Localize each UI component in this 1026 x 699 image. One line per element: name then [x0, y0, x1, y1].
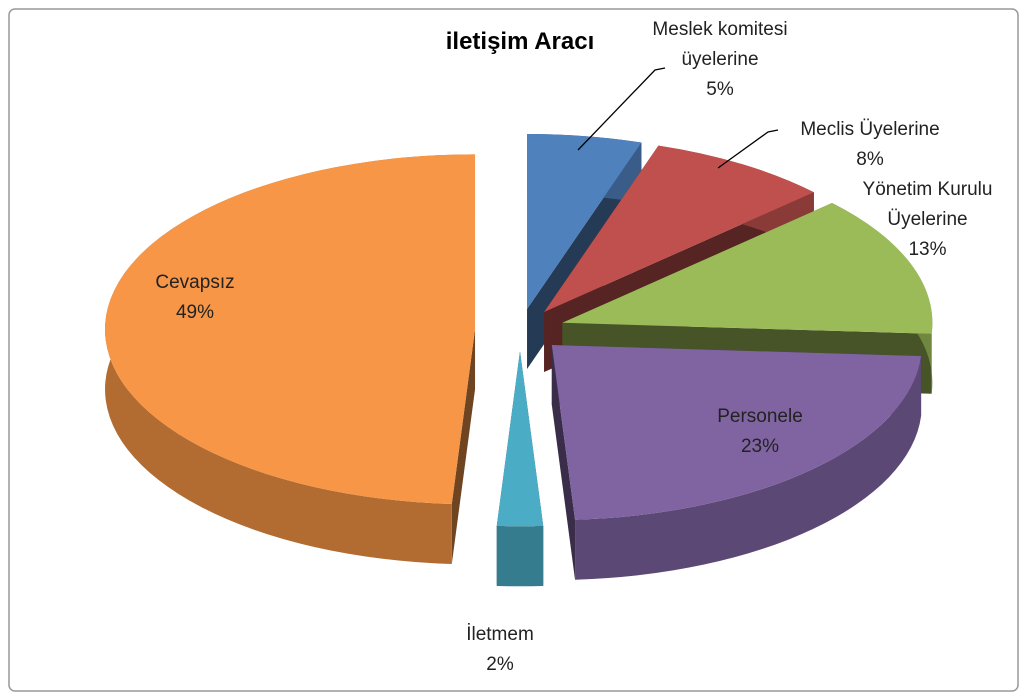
slice-label: Cevapsız 49%: [110, 268, 280, 328]
slice-label: Personele 23%: [660, 402, 860, 462]
pie: [105, 133, 933, 587]
value-label: 8%: [856, 149, 884, 170]
slice-top: [496, 351, 544, 527]
category-name: İletmem: [466, 624, 534, 645]
slice-wall: [496, 525, 544, 587]
slice: [496, 351, 544, 587]
leader-lines: [577, 67, 779, 169]
value-label: 23%: [740, 436, 780, 457]
slice-top: [527, 133, 642, 309]
slice-label: Yönetim Kurulu Üyelerine 13%: [835, 175, 1020, 265]
slice-side: [451, 329, 476, 564]
slice-top: [544, 145, 814, 313]
slice-top: [562, 202, 933, 334]
value-label: 49%: [175, 302, 215, 323]
slice: [105, 154, 476, 564]
category-name: Meclis Üyelerine: [800, 119, 940, 140]
value-label: 13%: [908, 239, 947, 260]
chart-title: iletişim Aracı: [445, 28, 595, 55]
slice-label: Meclis Üyelerine 8%: [770, 115, 970, 175]
value-label: 5%: [706, 79, 734, 100]
category-name: Personele: [717, 406, 803, 427]
slice: [551, 345, 922, 580]
category-name: Yönetim Kurulu Üyelerine: [862, 179, 993, 230]
slice-label: Meslek komitesi üyelerine 5%: [630, 15, 810, 105]
slice-label: İletmem 2%: [420, 620, 580, 680]
slice-side: [551, 345, 576, 580]
category-name: Cevapsız: [155, 272, 235, 293]
leader-line: [577, 67, 666, 151]
slice-top: [551, 345, 922, 520]
category-name: Meslek komitesi üyelerine: [652, 19, 788, 70]
value-label: 2%: [486, 654, 514, 675]
slice-top: [105, 154, 476, 504]
leader-line: [717, 129, 779, 169]
slice-wall: [575, 356, 922, 580]
